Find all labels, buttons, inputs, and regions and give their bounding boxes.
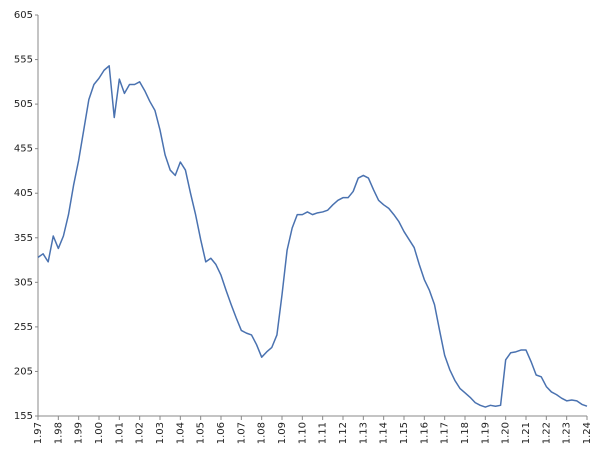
x-tick-label: 1.01: [114, 422, 125, 444]
x-tick-label: 1.16: [419, 422, 430, 444]
y-tick-label: 605: [14, 10, 33, 21]
x-tick-label: 1.20: [501, 422, 512, 444]
x-tick-label: 1.13: [358, 422, 369, 444]
x-tick-label: 1.04: [175, 422, 186, 444]
x-tick-label: 1.21: [521, 422, 532, 444]
y-tick-label: 155: [14, 411, 33, 422]
x-tick-label: 1.18: [460, 422, 471, 444]
y-tick-label: 205: [14, 366, 33, 377]
y-tick-label: 505: [14, 99, 33, 110]
x-tick-label: 1.23: [562, 422, 573, 444]
x-tick-label: 1.11: [318, 422, 329, 444]
x-tick-label: 1.14: [379, 422, 390, 444]
x-tick-label: 1.97: [33, 422, 44, 444]
x-tick-label: 1.15: [399, 422, 410, 444]
x-tick-label: 1.98: [53, 422, 64, 444]
x-tick-label: 1.00: [94, 422, 105, 444]
x-tick-label: 1.22: [541, 422, 552, 444]
x-tick-label: 1.10: [297, 422, 308, 444]
x-tick-label: 1.03: [155, 422, 166, 444]
x-tick-label: 1.17: [440, 422, 451, 444]
x-tick-label: 1.07: [236, 422, 247, 444]
y-tick-label: 305: [14, 277, 33, 288]
x-tick-label: 1.09: [277, 422, 288, 444]
x-tick-label: 1.12: [338, 422, 349, 444]
x-tick-label: 1.05: [196, 422, 207, 444]
x-tick-label: 1.99: [74, 422, 85, 444]
x-tick-label: 1.19: [480, 422, 491, 444]
y-tick-label: 455: [14, 144, 33, 155]
y-tick-label: 555: [14, 55, 33, 66]
x-tick-label: 1.06: [216, 422, 227, 444]
x-tick-label: 1.24: [582, 422, 593, 444]
line-series: [37, 65, 588, 408]
x-tick-label: 1.08: [257, 422, 268, 444]
y-tick-label: 405: [14, 188, 33, 199]
y-tick-label: 255: [14, 322, 33, 333]
y-tick-label: 355: [14, 233, 33, 244]
x-tick-label: 1.02: [135, 422, 146, 444]
